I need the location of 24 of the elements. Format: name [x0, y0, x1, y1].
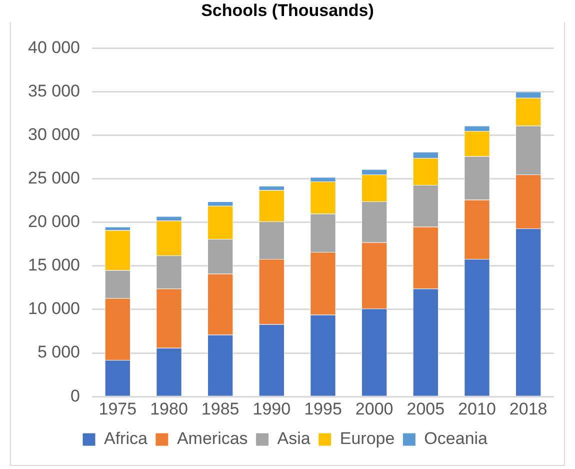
y-tick-label: 0: [70, 386, 80, 406]
x-tick-label: 2000: [355, 399, 394, 418]
legend-label: Europe: [340, 429, 395, 448]
x-tick-label: 2018: [509, 399, 548, 418]
x-tick-label: 1985: [201, 399, 240, 418]
y-tick-label: 40 000: [28, 38, 80, 57]
legend-label: Africa: [104, 429, 148, 448]
y-tick-label: 25 000: [28, 168, 80, 188]
y-tick-label: 5 000: [37, 342, 80, 362]
x-tick-label: 1990: [252, 399, 291, 418]
y-tick-label: 20 000: [28, 212, 80, 232]
x-tick-label: 2005: [406, 399, 445, 418]
x-tick-label: 1995: [304, 399, 342, 418]
legend-label: Oceania: [424, 429, 488, 448]
chart-title: Schools (Thousands): [0, 0, 575, 22]
legend-label: Asia: [277, 429, 311, 448]
y-tick-label: 35 000: [28, 81, 80, 100]
legend-label: Americas: [176, 429, 248, 448]
x-tick-label: 1975: [98, 399, 137, 418]
x-tick-label: 1980: [150, 399, 188, 418]
x-tick-label: 2010: [458, 399, 496, 418]
y-tick-label: 30 000: [28, 124, 80, 144]
y-tick-label: 15 000: [28, 256, 80, 275]
y-tick-label: 10 000: [28, 299, 80, 318]
